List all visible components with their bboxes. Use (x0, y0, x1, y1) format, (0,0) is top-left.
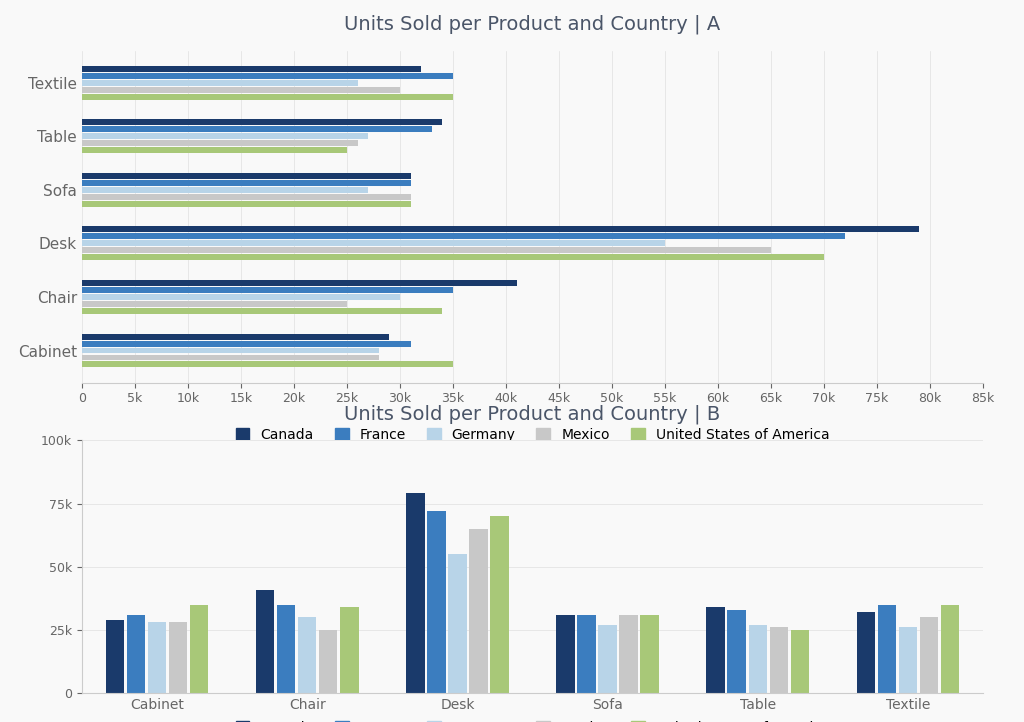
Bar (82, 134, 369, 139)
Bar (82, 294, 400, 300)
Bar (620, 615, 638, 693)
Bar (82, 248, 771, 253)
Bar (82, 362, 453, 367)
Bar (899, 627, 918, 693)
Title: Units Sold per Product and Country | B: Units Sold per Product and Country | B (344, 404, 721, 424)
Bar (189, 605, 208, 693)
Bar (82, 201, 411, 206)
Bar (920, 617, 938, 693)
Bar (82, 341, 411, 347)
Legend: Canada, France, Germany, Mexico, United States of America: Canada, France, Germany, Mexico, United … (228, 421, 837, 449)
Bar (82, 334, 389, 339)
Bar (82, 308, 442, 314)
Bar (82, 301, 347, 307)
Bar (857, 612, 876, 693)
Bar (127, 615, 145, 693)
Title: Units Sold per Product and Country | A: Units Sold per Product and Country | A (344, 14, 721, 34)
Bar (598, 625, 616, 693)
Bar (82, 94, 453, 100)
Bar (469, 529, 487, 693)
Bar (749, 625, 767, 693)
Bar (82, 187, 369, 193)
Bar (169, 622, 187, 693)
Bar (82, 66, 421, 71)
Bar (256, 589, 274, 693)
Bar (707, 607, 725, 693)
Bar (449, 554, 467, 693)
Bar (82, 173, 411, 179)
Bar (298, 617, 316, 693)
Bar (727, 609, 746, 693)
Bar (82, 140, 357, 146)
Bar (791, 630, 809, 693)
Bar (490, 516, 509, 693)
Bar (769, 627, 788, 693)
Bar (82, 254, 824, 260)
Bar (82, 227, 920, 232)
Bar (82, 280, 516, 286)
Bar (878, 605, 896, 693)
Bar (82, 355, 379, 360)
Bar (82, 87, 400, 92)
Bar (340, 607, 358, 693)
Bar (640, 615, 658, 693)
Bar (82, 180, 411, 186)
Bar (82, 126, 432, 132)
Bar (578, 615, 596, 693)
Bar (276, 605, 296, 693)
Bar (82, 287, 453, 293)
Bar (82, 147, 347, 153)
Bar (105, 619, 124, 693)
Bar (82, 233, 845, 240)
Bar (147, 622, 166, 693)
Bar (318, 630, 338, 693)
Legend: Canada, France, Germany, Mexico, United States of America: Canada, France, Germany, Mexico, United … (228, 714, 837, 722)
Bar (556, 615, 574, 693)
Bar (82, 240, 665, 246)
Bar (82, 193, 411, 200)
Bar (82, 347, 379, 354)
Bar (82, 119, 442, 126)
Bar (941, 605, 959, 693)
Bar (82, 73, 453, 79)
Bar (82, 79, 357, 86)
Bar (407, 494, 425, 693)
Bar (427, 511, 445, 693)
